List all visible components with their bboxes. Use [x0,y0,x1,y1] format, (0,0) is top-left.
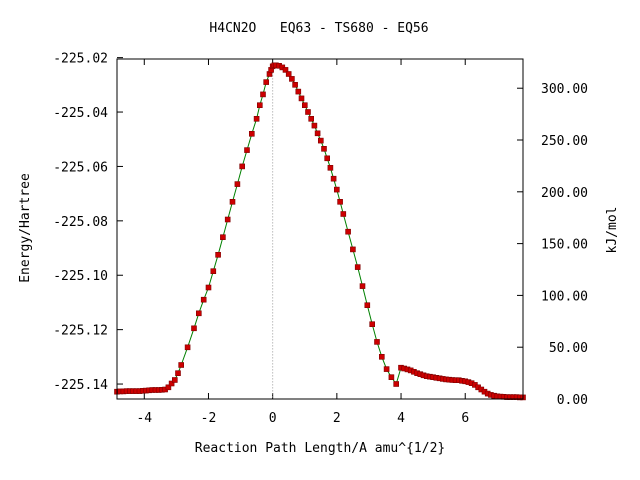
data-point [324,155,331,162]
data-point [285,71,292,77]
data-point [260,91,266,98]
data-point [224,216,231,223]
data-point [249,131,255,137]
data-point [301,102,308,108]
y-tick-label: -225.02 [53,52,108,67]
data-point [298,95,305,102]
data-point [168,380,175,387]
ticks-layer: -4 -2 0 2 4 6 -225.14 -225.12 -225.10 -225.08 -225… [53,52,588,426]
y2-tick-label: 300.00 [541,82,588,97]
y-tick-label: -225.08 [53,215,108,230]
data-point [311,122,318,129]
x-axis-label: Reaction Path Length/A amu^{1/2} [195,441,445,456]
y-tick-label: -225.14 [53,378,108,393]
data-point [350,246,356,253]
series-line [116,64,523,398]
data-point [256,102,263,108]
data-point [184,344,191,351]
data-point [308,116,315,122]
y2-tick-label: 0.00 [557,393,588,408]
data-point [337,199,343,205]
y2-tick-label: 150.00 [541,238,588,253]
data-point [172,377,178,383]
y2-tick-label: 250.00 [541,134,588,149]
data-point [321,146,327,152]
data-point [340,211,347,217]
data-point [234,181,241,187]
x-tick-label: 2 [333,411,341,426]
data-point [205,284,212,291]
data-point [263,79,270,85]
data-point [200,296,207,303]
data-point [333,186,340,193]
data-point [215,252,221,258]
data-point [220,234,226,240]
data-point [327,165,334,171]
x-tick-label: 6 [461,411,469,426]
data-point [369,321,376,328]
x-tick-label: -4 [136,411,152,426]
data-point [305,109,311,115]
data-point [378,353,385,360]
data-point [317,137,324,144]
data-point [175,370,181,377]
data-point [383,366,390,372]
y2-axis-label: kJ/mol [605,207,620,254]
x-tick-label: -2 [201,411,217,426]
y2-tick-label: 100.00 [541,289,588,304]
data-point [178,362,184,368]
markers-layer [114,62,526,401]
data-point [314,130,321,137]
data-point [229,199,236,205]
data-point [210,268,217,275]
data-point [289,76,295,82]
y2-tick-label: 50.00 [549,341,588,356]
y-tick-label: -225.04 [53,106,108,121]
data-point [295,88,302,95]
plot-layer [114,62,526,401]
data-point [191,325,197,332]
data-point [354,264,361,270]
x-tick-label: 0 [269,411,277,426]
data-point [239,163,245,170]
y-axis-label: Energy/Hartree [18,173,33,283]
data-point [359,283,366,289]
y-tick-label: -225.10 [53,269,108,284]
y-tick-label: -225.06 [53,160,108,175]
data-point [388,374,395,381]
y-tick-label: -225.12 [53,324,108,339]
data-point [345,228,351,235]
data-point [364,302,371,309]
chart-title: H4CN2O EQ63 - TS680 - EQ56 [209,21,428,36]
data-point [330,175,337,182]
data-point [374,339,380,345]
y2-tick-label: 200.00 [541,186,588,201]
data-point [292,82,298,88]
data-point [253,116,260,122]
data-point [244,147,250,153]
data-point [282,67,289,73]
data-point [196,310,202,317]
data-point [165,384,172,391]
x-tick-label: 4 [397,411,405,426]
plot-frame [116,58,524,400]
data-point [393,381,400,387]
